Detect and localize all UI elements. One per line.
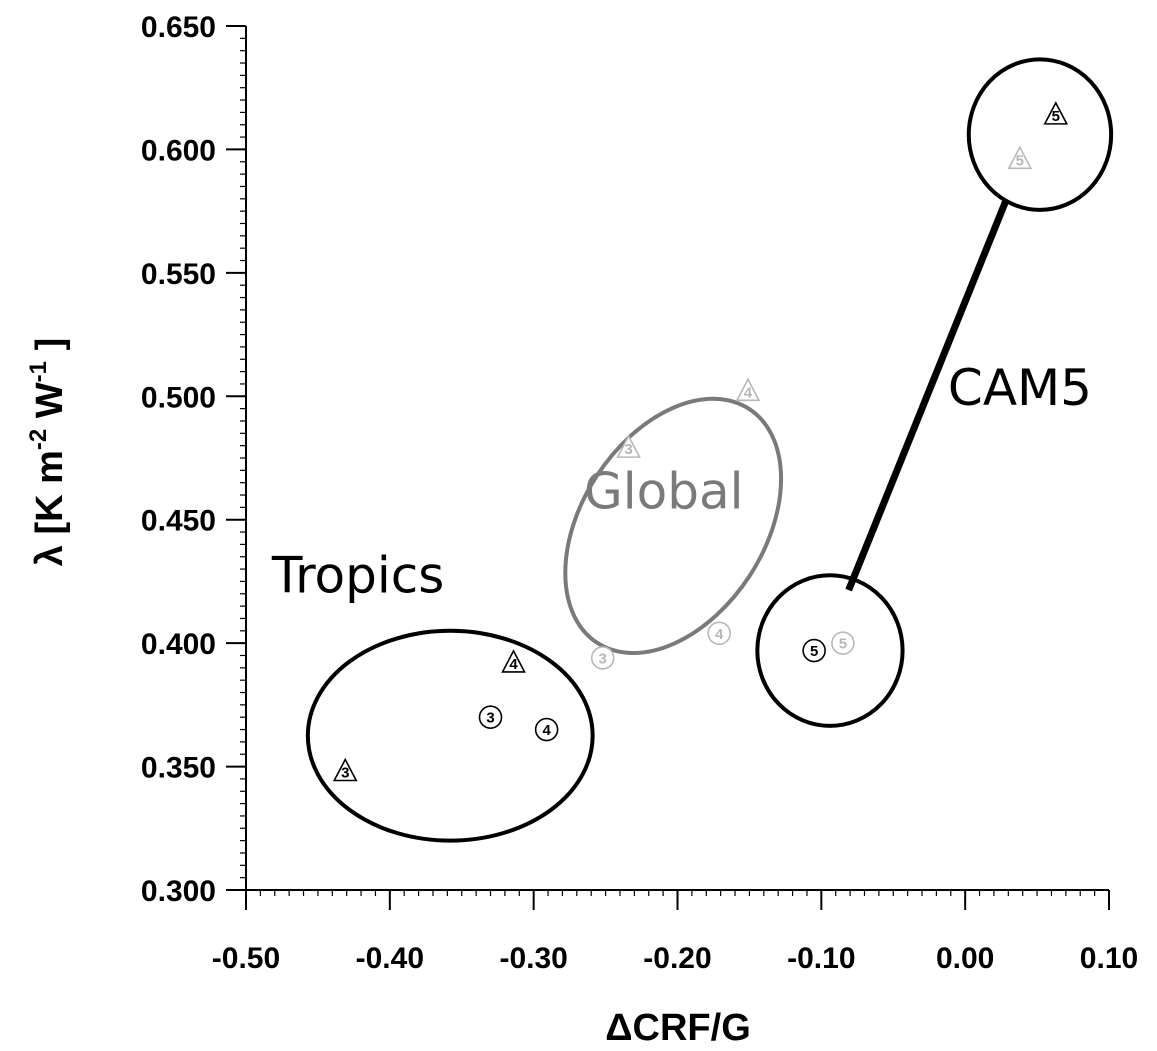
- y-tick-label: 0.500: [141, 381, 216, 414]
- data-point-triangle-3: 3: [332, 757, 358, 782]
- triangle-marker: [501, 649, 526, 673]
- data-marks: 3 4 3 4 3 4 3 4 5 5 5 5: [332, 101, 1069, 782]
- data-point-circle-3: 3: [478, 705, 503, 730]
- triangle-marker: [616, 434, 641, 458]
- circle-marker: [802, 638, 826, 663]
- tropics-ellipse: [305, 628, 595, 843]
- y-tick-label: 0.550: [141, 258, 216, 291]
- data-point-circle-4: 4: [534, 717, 559, 742]
- data-point-circle-4: 4: [707, 621, 732, 646]
- region-ellipses: [305, 57, 1114, 843]
- circle-marker: [590, 646, 615, 670]
- axes: -0.50 -0.40 -0.30 -0.20 -0.10 0.00 0.10 0.3000…: [141, 11, 1138, 975]
- triangle-marker: [1007, 145, 1033, 170]
- y-tick-label: 0.600: [141, 134, 216, 167]
- x-tick-label: 0.10: [1080, 942, 1138, 975]
- y-tick-label: 0.400: [141, 628, 216, 661]
- y-title-prefix: λ [K m: [29, 450, 71, 566]
- marker-label: 3: [599, 650, 607, 667]
- cam5-low-ellipse: [755, 573, 905, 728]
- x-tick-label: -0.20: [643, 942, 711, 975]
- cam5-label: CAM5: [948, 359, 1092, 417]
- cam5-high-ellipse: [966, 57, 1114, 212]
- x-tick-label: -0.30: [499, 942, 567, 975]
- y-tick-label: 0.650: [141, 11, 216, 44]
- y-title-mid: W: [29, 382, 71, 429]
- data-point-triangle-5: 5: [1043, 101, 1069, 125]
- x-tick-label: -0.10: [787, 942, 855, 975]
- marker-label: 4: [715, 626, 724, 643]
- y-title-sup2: -1: [25, 361, 52, 382]
- x-axis-title: ΔCRF/G: [605, 1007, 751, 1049]
- y-title-suffix: ]: [29, 338, 71, 361]
- circle-marker: [707, 621, 732, 646]
- tropics-label: Tropics: [271, 547, 444, 605]
- marker-label: 4: [542, 722, 551, 739]
- x-tick-label: -0.50: [212, 942, 280, 975]
- x-ticks: -0.50 -0.40 -0.30 -0.20 -0.10 0.00 0.10: [212, 890, 1138, 975]
- region-labels: Tropics Global CAM5: [271, 359, 1092, 605]
- marker-label: 3: [624, 441, 632, 458]
- marker-label: 5: [810, 643, 818, 660]
- y-tick-label: 0.450: [141, 505, 216, 538]
- global-ellipse: [563, 396, 784, 655]
- y-title-sup1: -2: [25, 429, 52, 450]
- triangle-marker: [735, 377, 761, 402]
- data-point-triangle-5: 5: [1007, 145, 1033, 170]
- marker-label: 4: [744, 384, 753, 401]
- marker-label: 3: [341, 765, 349, 782]
- cam5-connector-line: [845, 198, 1010, 592]
- data-point-triangle-4: 4: [501, 649, 526, 673]
- x-tick-label: -0.40: [356, 942, 424, 975]
- marker-label: 5: [839, 636, 847, 653]
- y-ticks: 0.300 0.350 0.400 0.450 0.500 0.550 0.600 0.650: [141, 11, 246, 908]
- x-tick-label: 0.00: [936, 942, 994, 975]
- global-label: Global: [584, 463, 744, 521]
- marker-label: 4: [509, 656, 518, 673]
- data-point-triangle-3: 3: [616, 434, 641, 458]
- y-tick-label: 0.300: [141, 875, 216, 908]
- marker-label: 5: [1052, 108, 1060, 125]
- minor-ticks: [240, 25, 1110, 896]
- y-axis-title: λ [K m-2 W-1 ]: [25, 338, 71, 566]
- circle-marker: [534, 717, 559, 742]
- marker-label: 3: [486, 710, 494, 727]
- y-tick-label: 0.350: [141, 752, 216, 785]
- data-point-circle-5: 5: [831, 631, 855, 655]
- circle-marker: [831, 631, 855, 655]
- triangle-marker: [332, 757, 358, 782]
- data-point-circle-3: 3: [590, 646, 615, 670]
- circle-marker: [478, 705, 503, 730]
- triangle-marker: [1043, 101, 1069, 125]
- data-point-circle-5: 5: [802, 638, 826, 663]
- data-point-triangle-4: 4: [735, 377, 761, 402]
- marker-label: 5: [1016, 152, 1024, 169]
